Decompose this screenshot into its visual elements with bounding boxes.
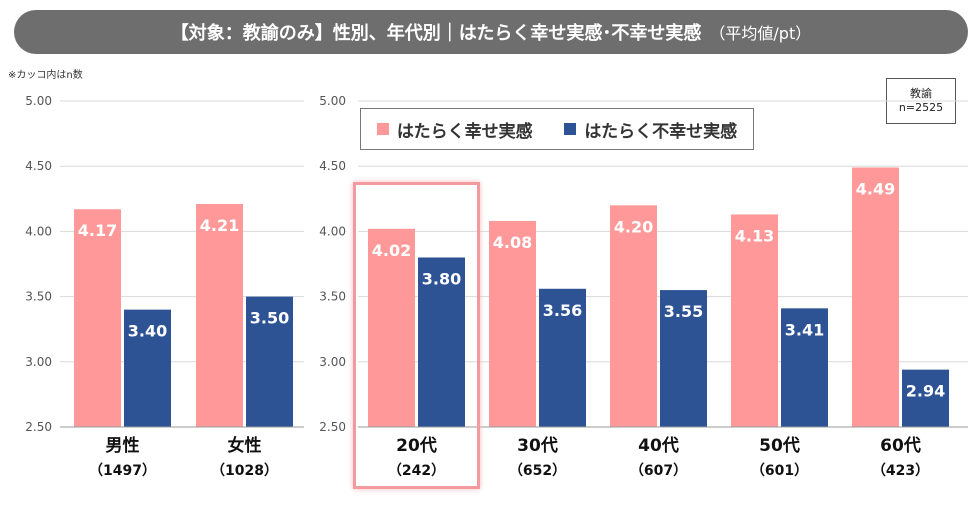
legend-item-happy: はたらく幸せ実感: [376, 117, 533, 142]
data-label-happy: 4.08: [493, 233, 532, 252]
category-label: 女性: [228, 435, 262, 456]
category-n-label: （1028）: [211, 463, 278, 479]
data-label-unhappy: 3.80: [422, 269, 461, 288]
legend-swatch-happy: [376, 123, 389, 135]
data-label-happy: 4.49: [856, 180, 895, 199]
y-tick-label: 3.50: [25, 290, 52, 304]
data-label-happy: 4.02: [372, 241, 411, 260]
y-tick-label: 5.00: [25, 94, 52, 108]
legend-label-happy: はたらく幸せ実感: [396, 121, 533, 142]
bar-unhappy: [781, 308, 828, 427]
category-label: 男性: [106, 435, 140, 456]
category-n-label: （601）: [751, 463, 808, 479]
data-label-unhappy: 3.50: [250, 309, 289, 328]
chart-unit: （平均値/pt）: [709, 24, 812, 43]
category-label: 20代: [396, 435, 437, 456]
y-tick-label: 4.00: [319, 224, 346, 238]
bar-unhappy: [418, 257, 465, 427]
data-label-unhappy: 2.94: [906, 382, 945, 401]
category-n-label: （1497）: [89, 463, 156, 479]
data-label-happy: 4.21: [200, 216, 239, 235]
legend: はたらく幸せ実感 はたらく不幸せ実感: [360, 108, 754, 150]
y-tick-label: 3.00: [319, 355, 346, 369]
sample-size-note: ※カッコ内はn数: [8, 70, 83, 81]
category-label: 60代: [880, 435, 921, 456]
bar-happy: [368, 228, 415, 427]
category-label: 50代: [759, 435, 800, 456]
y-tick-label: 4.00: [25, 224, 52, 238]
bar-unhappy: [539, 288, 586, 427]
data-label-unhappy: 3.40: [128, 322, 167, 341]
bar-happy: [731, 214, 778, 427]
category-label: 40代: [638, 435, 679, 456]
data-label-unhappy: 3.41: [785, 320, 824, 339]
bar-happy: [196, 204, 243, 427]
bar-unhappy: [902, 369, 949, 427]
y-tick-label: 2.50: [319, 420, 346, 434]
y-tick-label: 3.00: [25, 355, 52, 369]
bar-happy: [489, 220, 536, 427]
category-n-label: （607）: [630, 463, 687, 479]
legend-swatch-unhappy: [564, 123, 577, 135]
category-n-label: （652）: [509, 463, 566, 479]
y-tick-label: 3.50: [319, 290, 346, 304]
bar-unhappy: [124, 309, 171, 427]
title-bar: 【対象：教諭のみ】性別、年代別｜はたらく幸せ実感･不幸せ実感 （平均値/pt）: [14, 10, 968, 54]
data-label-happy: 4.13: [735, 226, 774, 245]
highlight-frame-20s: [353, 182, 480, 489]
data-label-happy: 4.17: [78, 221, 117, 240]
y-tick-label: 4.50: [319, 159, 346, 173]
legend-item-unhappy: はたらく不幸せ実感: [564, 117, 737, 142]
y-tick-label: 2.50: [25, 420, 52, 434]
data-label-unhappy: 3.55: [664, 302, 703, 321]
bar-unhappy: [660, 290, 707, 427]
y-tick-label: 5.00: [319, 94, 346, 108]
category-n-label: （423）: [872, 463, 929, 479]
bar-happy: [74, 209, 121, 427]
data-label-unhappy: 3.56: [543, 301, 582, 320]
bar-unhappy: [246, 296, 293, 427]
category-label: 30代: [517, 435, 558, 456]
y-tick-label: 4.50: [25, 159, 52, 173]
sample-box-label: 教諭: [910, 87, 932, 100]
category-n-label: （242）: [388, 463, 445, 479]
sample-box-count: n=2525: [898, 101, 944, 114]
chart-title: 【対象：教諭のみ】性別、年代別｜はたらく幸せ実感･不幸せ実感: [170, 23, 702, 44]
data-label-happy: 4.20: [614, 217, 653, 236]
bar-happy: [852, 167, 899, 427]
legend-label-unhappy: はたらく不幸せ実感: [584, 121, 738, 142]
bar-happy: [610, 205, 657, 427]
